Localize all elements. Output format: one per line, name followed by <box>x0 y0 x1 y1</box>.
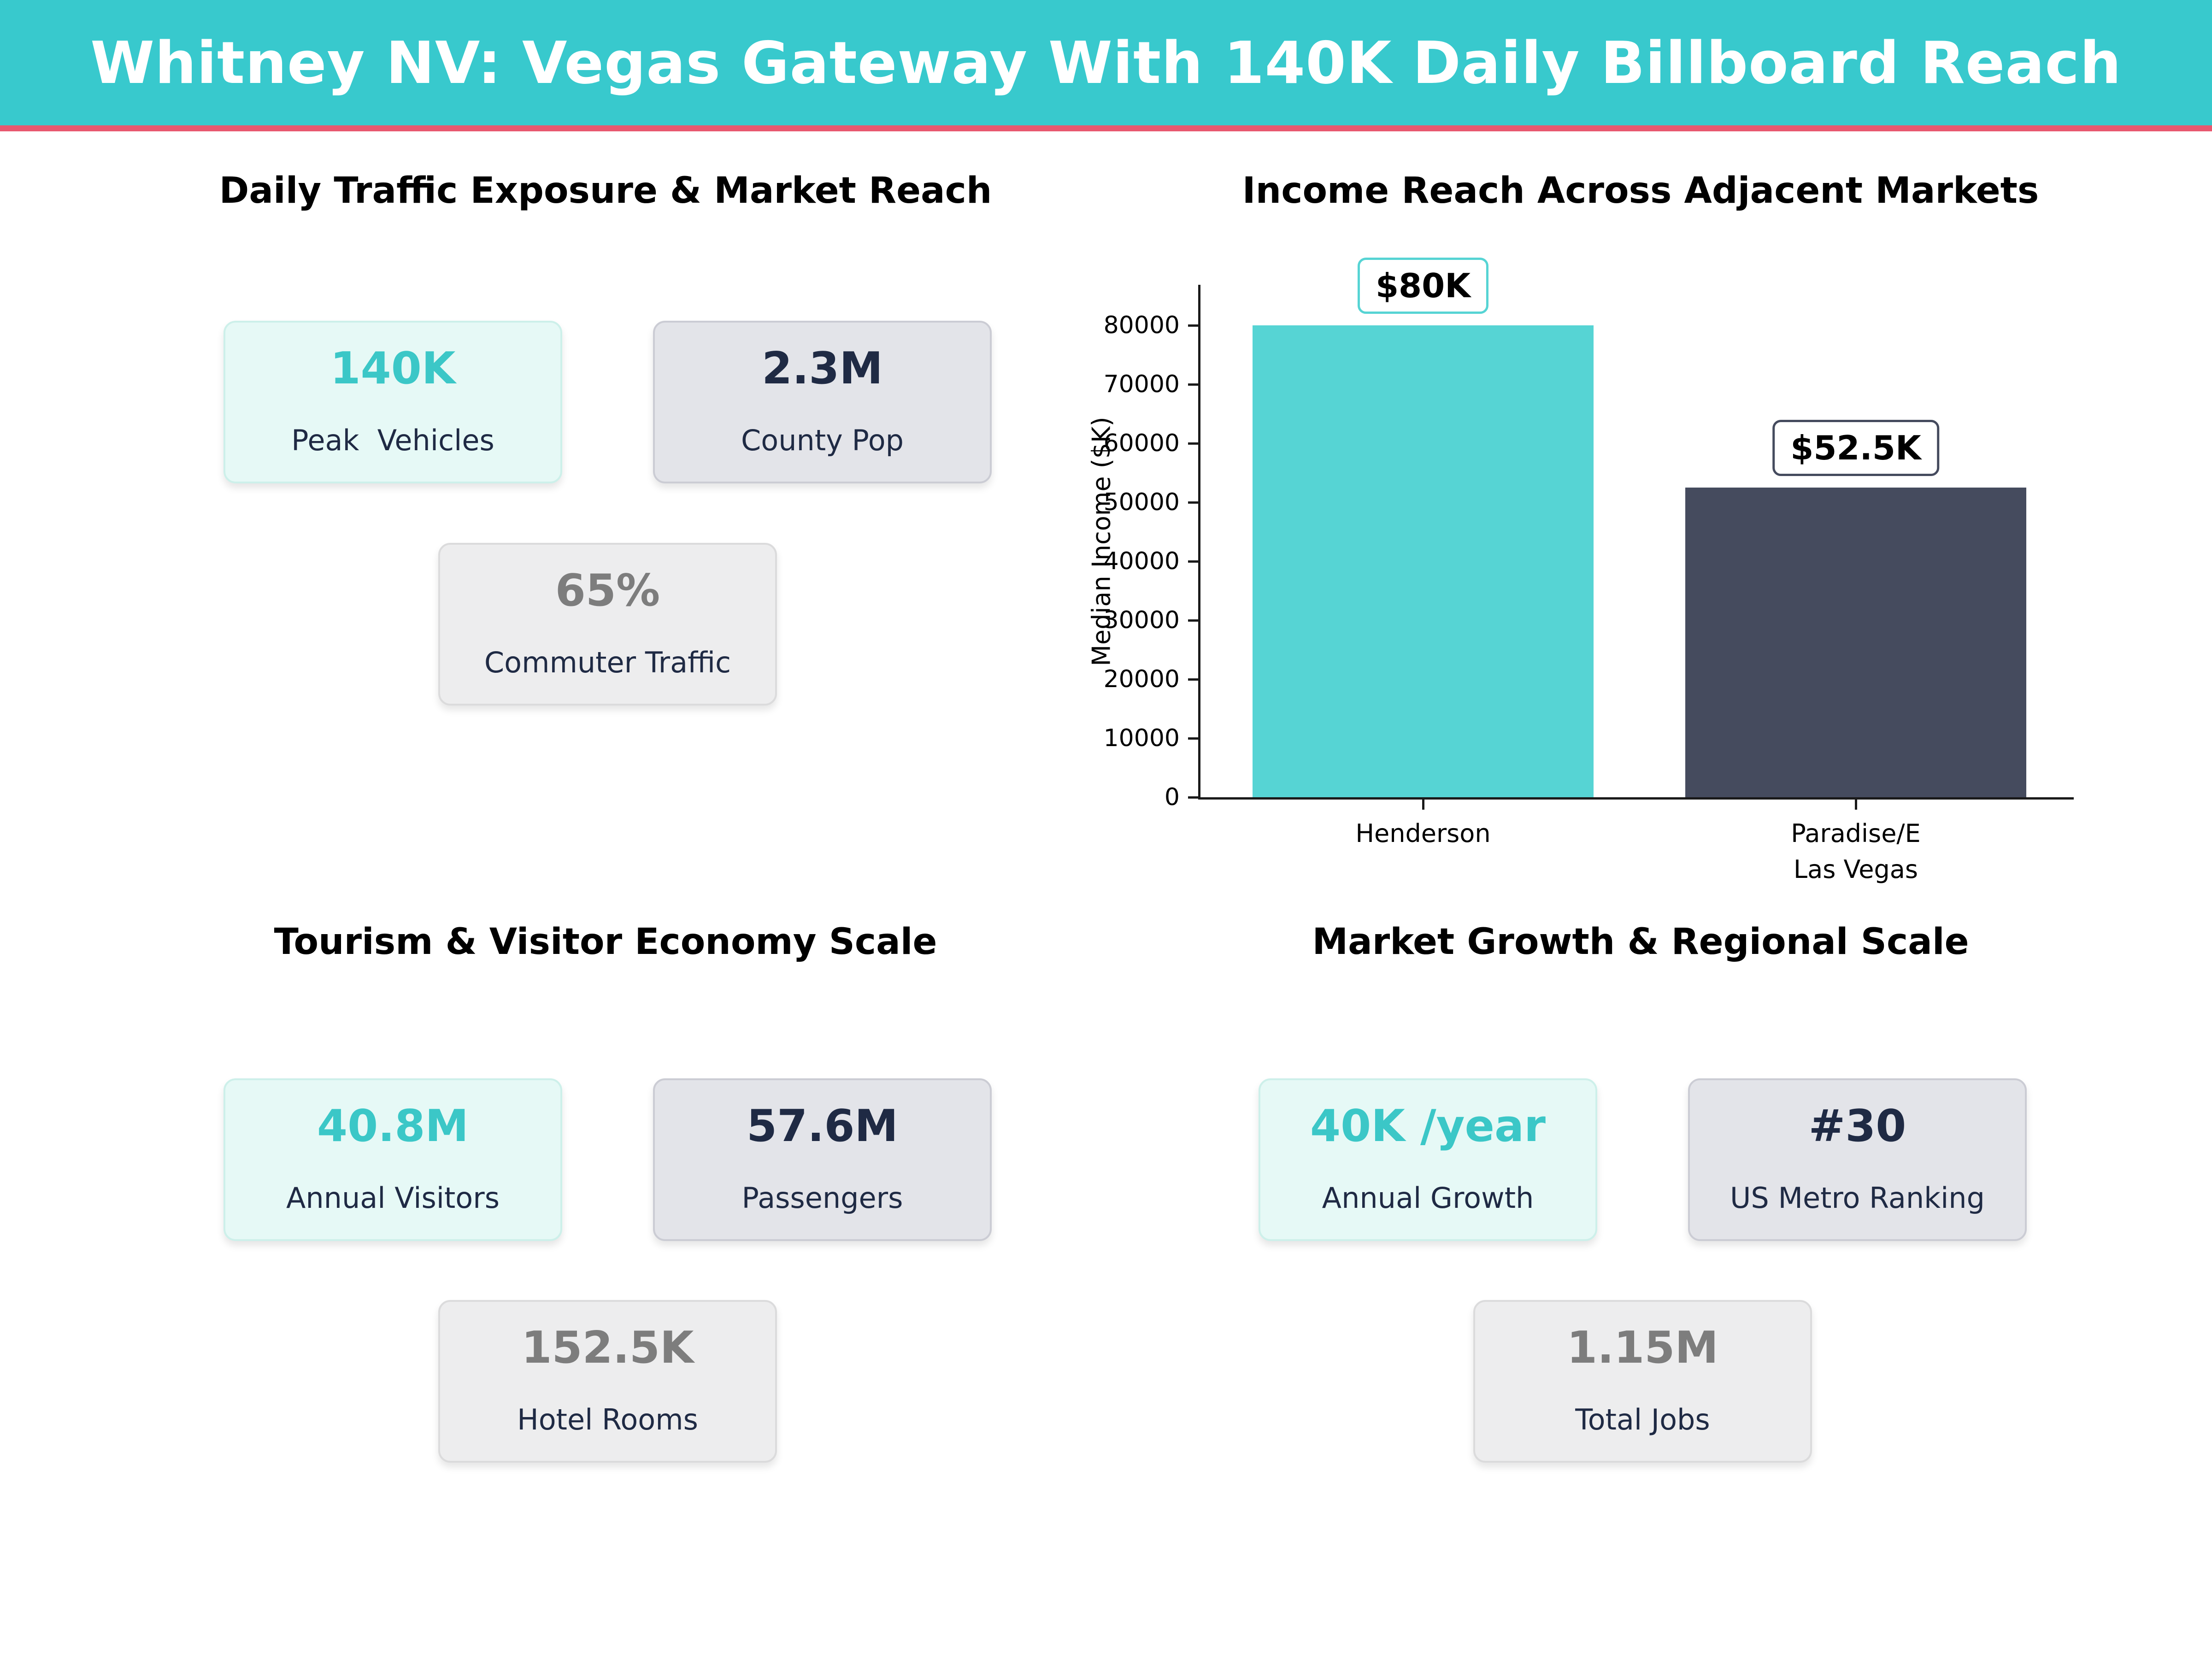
x-tick-mark <box>1855 800 1857 810</box>
stat-value: 57.6M <box>747 1101 898 1152</box>
x-tick-label: Paradise/E Las Vegas <box>1791 819 1921 884</box>
stat-label: Peak Vehicles <box>291 424 494 458</box>
stat-card-hotel-rooms: 152.5K Hotel Rooms <box>438 1300 777 1463</box>
stat-value: 140K <box>330 343 456 394</box>
y-tick-label: 60000 <box>1103 429 1180 457</box>
stat-label: US Metro Ranking <box>1730 1181 1985 1215</box>
y-tick-mark <box>1188 442 1198 445</box>
stat-value: 40K /year <box>1310 1101 1546 1152</box>
y-tick-label: 80000 <box>1103 312 1180 339</box>
tourism-section-title: Tourism & Visitor Economy Scale <box>274 921 937 963</box>
stat-card-annual-growth: 40K /year Annual Growth <box>1259 1078 1597 1241</box>
stat-label: Passengers <box>741 1181 903 1215</box>
stat-label: Commuter Traffic <box>484 646 731 680</box>
y-axis-line <box>1198 285 1200 800</box>
y-tick-mark <box>1188 796 1198 799</box>
stat-label: Total Jobs <box>1575 1403 1710 1437</box>
y-tick-label: 20000 <box>1103 665 1180 693</box>
y-tick-label: 50000 <box>1103 488 1180 516</box>
y-tick-label: 30000 <box>1103 606 1180 634</box>
y-tick-label: 10000 <box>1103 724 1180 752</box>
stat-card-total-jobs: 1.15M Total Jobs <box>1473 1300 1812 1463</box>
y-tick-label: 70000 <box>1103 371 1180 398</box>
stat-value: #30 <box>1808 1101 1906 1152</box>
growth-section-title: Market Growth & Regional Scale <box>1312 921 1969 963</box>
page-title: Whitney NV: Vegas Gateway With 140K Dail… <box>90 29 2122 97</box>
income-chart-title: Income Reach Across Adjacent Markets <box>1242 170 2039 212</box>
bar-henderson <box>1253 325 1594 797</box>
bar-paradise/e <box>1685 488 2026 797</box>
stat-card-commuter-traffic: 65% Commuter Traffic <box>438 543 777 706</box>
bar-value-annotation: $80K <box>1357 258 1489 314</box>
stat-value: 2.3M <box>762 343 883 394</box>
y-tick-mark <box>1188 324 1198 327</box>
stat-label: Hotel Rooms <box>517 1403 698 1437</box>
traffic-section-title: Daily Traffic Exposure & Market Reach <box>219 170 992 212</box>
stat-label: Annual Growth <box>1322 1181 1534 1215</box>
bar-value-annotation: $52.5K <box>1772 420 1939 476</box>
stat-value: 40.8M <box>317 1101 469 1152</box>
x-axis-line <box>1198 797 2074 800</box>
x-tick-label: Henderson <box>1355 819 1491 848</box>
stat-value: 152.5K <box>521 1323 694 1374</box>
y-axis-label: Median Income ($K) <box>1087 417 1116 666</box>
stat-label: Annual Visitors <box>286 1181 500 1215</box>
stat-card-us-metro-ranking: #30 US Metro Ranking <box>1688 1078 2027 1241</box>
stat-card-passengers: 57.6M Passengers <box>653 1078 992 1241</box>
stat-card-annual-visitors: 40.8M Annual Visitors <box>224 1078 562 1241</box>
y-tick-mark <box>1188 501 1198 504</box>
y-tick-label: 40000 <box>1103 547 1180 575</box>
y-tick-label: 0 <box>1164 783 1180 811</box>
stat-card-county-pop: 2.3M County Pop <box>653 321 992 483</box>
stat-card-peak-vehicles: 140K Peak Vehicles <box>224 321 562 483</box>
y-tick-mark <box>1188 383 1198 386</box>
header-accent-line <box>0 125 2212 131</box>
stat-label: County Pop <box>741 424 904 458</box>
stat-value: 65% <box>555 565 660 617</box>
y-tick-mark <box>1188 619 1198 622</box>
y-tick-mark <box>1188 560 1198 563</box>
x-tick-mark <box>1422 800 1424 810</box>
stat-value: 1.15M <box>1567 1323 1718 1374</box>
y-tick-mark <box>1188 678 1198 681</box>
header-banner: Whitney NV: Vegas Gateway With 140K Dail… <box>0 0 2212 125</box>
y-tick-mark <box>1188 737 1198 740</box>
